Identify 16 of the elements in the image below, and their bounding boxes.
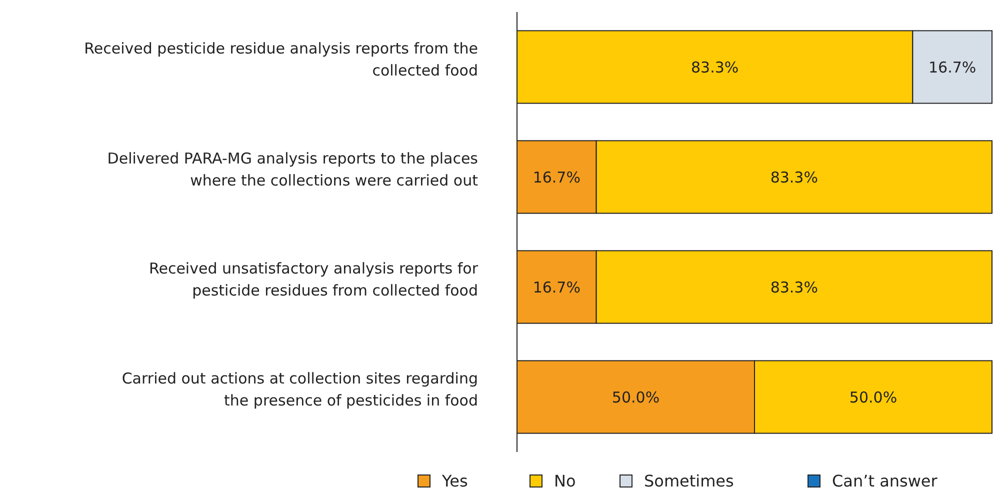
legend-label: Can’t answer	[832, 472, 938, 491]
legend-label: Sometimes	[644, 472, 734, 491]
data-label: 83.3%	[770, 278, 818, 296]
legend-label: Yes	[441, 472, 468, 491]
y-tick-label: Carried out actions at collection sites regarding the presence of pesticides in food	[122, 369, 478, 410]
data-label: 83.3%	[691, 58, 739, 76]
legend-label: No	[554, 472, 576, 491]
y-tick-label: Delivered PARA-MG analysis reports to the places where the collections were carried out	[107, 149, 478, 190]
y-tick-label: Received pesticide residue analysis reports from the collected food	[84, 39, 478, 80]
data-label: 16.7%	[532, 168, 580, 186]
data-label: 50.0%	[849, 388, 898, 406]
data-label: 16.7%	[532, 278, 580, 296]
data-label: 50.0%	[612, 388, 660, 406]
y-tick-label: Received unsatisfactory analysis reports for pesticide residues from collected food	[148, 259, 479, 300]
data-label: 83.3%	[770, 168, 818, 186]
data-label: 16.7%	[928, 58, 976, 76]
